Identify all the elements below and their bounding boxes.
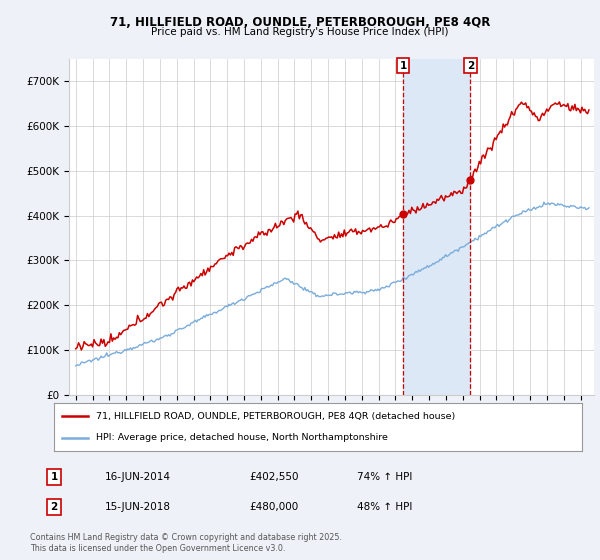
Text: 15-JUN-2018: 15-JUN-2018	[105, 502, 171, 512]
Text: 74% ↑ HPI: 74% ↑ HPI	[357, 472, 412, 482]
Text: £480,000: £480,000	[249, 502, 298, 512]
Text: £402,550: £402,550	[249, 472, 299, 482]
Text: 16-JUN-2014: 16-JUN-2014	[105, 472, 171, 482]
Text: 2: 2	[50, 502, 58, 512]
Text: 48% ↑ HPI: 48% ↑ HPI	[357, 502, 412, 512]
Text: Contains HM Land Registry data © Crown copyright and database right 2025.
This d: Contains HM Land Registry data © Crown c…	[30, 533, 342, 553]
Text: 71, HILLFIELD ROAD, OUNDLE, PETERBOROUGH, PE8 4QR (detached house): 71, HILLFIELD ROAD, OUNDLE, PETERBOROUGH…	[96, 412, 455, 421]
Text: Price paid vs. HM Land Registry's House Price Index (HPI): Price paid vs. HM Land Registry's House …	[151, 27, 449, 37]
Text: HPI: Average price, detached house, North Northamptonshire: HPI: Average price, detached house, Nort…	[96, 433, 388, 442]
Text: 1: 1	[50, 472, 58, 482]
Text: 2: 2	[467, 60, 474, 71]
Text: 71, HILLFIELD ROAD, OUNDLE, PETERBOROUGH, PE8 4QR: 71, HILLFIELD ROAD, OUNDLE, PETERBOROUGH…	[110, 16, 490, 29]
Text: 1: 1	[400, 60, 407, 71]
Bar	[403, 59, 470, 395]
